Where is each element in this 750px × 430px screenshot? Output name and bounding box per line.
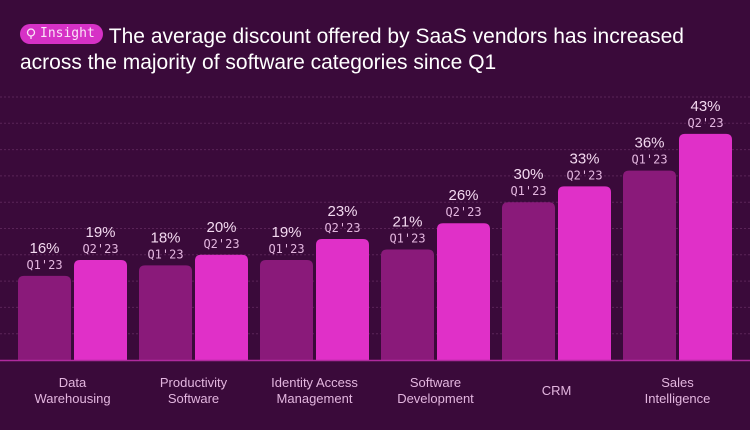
series-label: Q2'23 [203, 237, 239, 251]
x-tick-label: Productivity Software [129, 375, 259, 407]
data-label: 16% [29, 240, 59, 257]
data-label: 20% [206, 219, 236, 236]
series-label: Q2'23 [445, 205, 481, 219]
series-label: Q2'23 [687, 116, 723, 130]
bar-q223 [679, 133, 732, 360]
x-tick-label: Software Development [371, 375, 501, 407]
data-label: 19% [85, 224, 115, 241]
x-tick-label-line: Warehousing [34, 391, 111, 406]
bar-q123 [18, 275, 71, 360]
x-tick-label: Sales Intelligence [613, 375, 743, 407]
data-label: 43% [690, 98, 720, 115]
data-label: 36% [634, 135, 664, 152]
bar-q223 [195, 254, 248, 360]
bar-q123 [502, 202, 555, 360]
bar-q223 [437, 223, 490, 360]
series-label: Q2'23 [324, 221, 360, 235]
bar-q123 [260, 260, 313, 360]
x-tick-label: Data Warehousing [8, 375, 138, 407]
x-tick-label-line: Development [397, 391, 474, 406]
x-tick-label-line: Identity Access [271, 375, 358, 390]
bar-q123 [623, 170, 676, 360]
data-label: 23% [327, 203, 357, 220]
data-label: 33% [569, 150, 599, 167]
x-tick-label-line: Intelligence [644, 391, 711, 406]
insight-badge: Insight [20, 24, 103, 44]
series-label: Q1'23 [268, 242, 304, 256]
bar-q223 [74, 260, 127, 360]
x-tick-label-line: Data [58, 375, 87, 390]
bar-q123 [139, 265, 192, 360]
x-tick-label: CRM [492, 383, 622, 399]
x-tick-label-line: Productivity [159, 375, 228, 390]
chart-title: The average discount offered by SaaS ven… [20, 25, 684, 74]
data-label: 30% [513, 166, 543, 183]
x-tick-label-line: Software [167, 391, 220, 406]
lightbulb-icon [26, 28, 36, 39]
bar-q223 [558, 186, 611, 360]
series-label: Q2'23 [82, 242, 118, 256]
insight-badge-label: Insight [40, 26, 95, 41]
series-label: Q1'23 [147, 247, 183, 261]
series-label: Q1'23 [389, 232, 425, 246]
x-tick-label-line: Management [276, 391, 353, 406]
series-label: Q1'23 [26, 258, 62, 272]
x-tick-label-line: Sales [661, 375, 694, 390]
series-label: Q1'23 [631, 153, 667, 167]
bar-q223 [316, 239, 369, 360]
data-label: 26% [448, 187, 478, 204]
bar-q123 [381, 249, 434, 360]
data-label: 21% [392, 214, 422, 231]
series-label: Q2'23 [566, 168, 602, 182]
chart-header: Insight The average discount offered by … [20, 24, 720, 76]
x-tick-label-line: CRM [541, 383, 572, 398]
x-tick-label-line: Software [409, 375, 462, 390]
data-label: 18% [150, 229, 180, 246]
series-label: Q1'23 [510, 184, 546, 198]
x-tick-label: Identity Access Management [250, 375, 380, 407]
data-label: 19% [271, 224, 301, 241]
